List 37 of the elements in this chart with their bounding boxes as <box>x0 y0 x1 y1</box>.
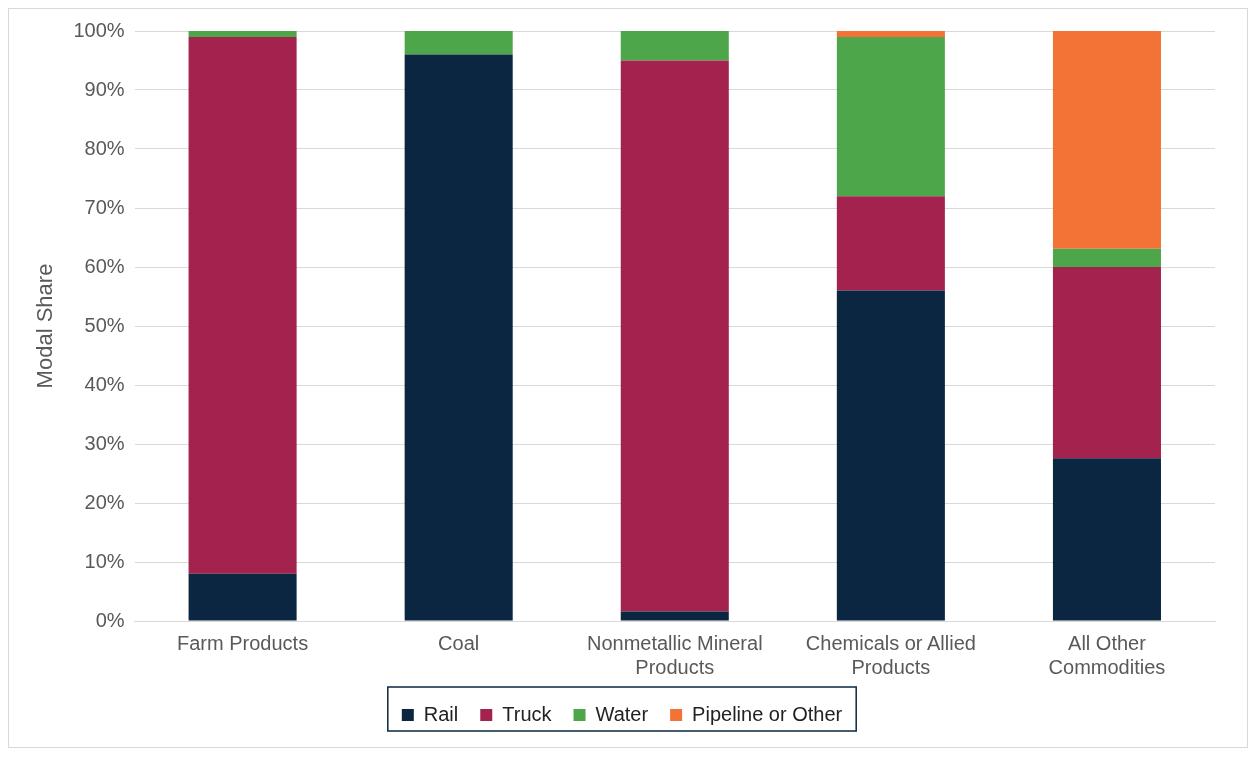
x-tick-label: All Other Commodities <box>1048 631 1166 678</box>
y-tick-label: 70% <box>84 195 125 218</box>
y-tick-label: 0% <box>95 608 125 631</box>
y-tick-label: 40% <box>84 372 125 395</box>
bar <box>1052 267 1161 459</box>
x-tick-label: Coal <box>438 631 480 654</box>
x-tick-label: Nonmetallic Mineral Products <box>586 631 763 678</box>
legend-label: Rail <box>423 702 459 725</box>
bar <box>620 60 729 612</box>
bar <box>404 31 513 55</box>
bar <box>1052 458 1161 621</box>
bar <box>836 290 945 621</box>
y-tick-label: 10% <box>84 549 125 572</box>
legend-label: Water <box>595 702 649 725</box>
bar <box>188 573 297 621</box>
y-axis-title: Modal Share <box>32 263 58 389</box>
y-tick-label: 50% <box>84 313 125 336</box>
bar <box>836 31 945 37</box>
y-tick-label: 100% <box>73 18 125 41</box>
bar <box>620 611 729 621</box>
y-tick-label: 60% <box>84 254 125 277</box>
bar <box>1052 248 1161 267</box>
bar <box>620 31 729 61</box>
bar <box>1052 31 1161 249</box>
bar <box>404 54 513 621</box>
y-tick-label: 30% <box>84 431 125 454</box>
y-tick-label: 80% <box>84 136 125 159</box>
bar <box>836 36 945 197</box>
bar <box>188 36 297 574</box>
legend-label: Pipeline or Other <box>692 702 843 725</box>
y-tick-label: 90% <box>84 77 125 100</box>
bar <box>188 31 297 37</box>
x-tick-label: Chemicals or Allied Products <box>805 631 976 678</box>
x-tick-label: Farm Products <box>177 631 309 654</box>
bar <box>836 196 945 291</box>
y-tick-label: 20% <box>84 490 125 513</box>
legend-label: Truck <box>502 702 553 725</box>
